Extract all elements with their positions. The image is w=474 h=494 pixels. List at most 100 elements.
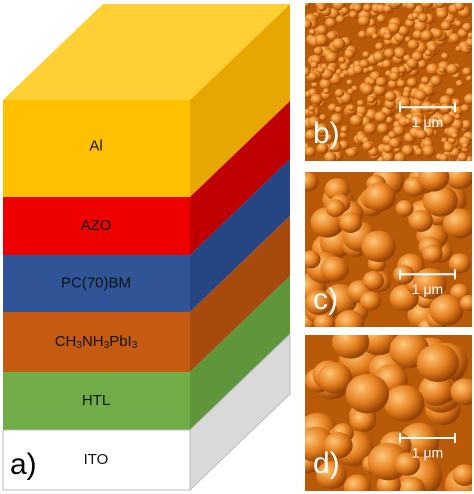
grain [444,172,472,190]
grain [436,8,448,20]
grain [414,90,427,101]
grain [461,142,469,149]
grain [439,153,449,161]
grain [454,113,461,120]
grain [394,152,406,161]
grain [398,65,407,74]
grain [376,14,387,23]
grain [345,373,390,414]
grain [396,79,406,88]
grain [319,78,332,90]
grain [339,131,348,139]
grain [305,172,319,192]
grain [383,48,395,59]
grain [376,123,389,135]
grain [401,144,415,157]
grain [349,408,376,433]
layer-side [190,216,290,372]
grain [439,103,451,114]
grain [317,362,352,394]
afm-texture [305,172,472,327]
grain [389,71,400,82]
grain [385,116,394,124]
grain [323,88,330,95]
grain [414,117,424,126]
grain [361,84,374,96]
grain [305,146,316,157]
grain [313,46,323,56]
grain [325,199,346,218]
scale-bar-label: 1 μm [412,445,443,461]
grain [335,106,343,114]
grain [366,95,376,104]
grain [305,19,313,30]
grain [412,30,424,40]
grain [420,30,433,42]
grain [406,77,418,88]
grain [330,113,343,125]
grain [445,87,456,97]
grain [375,76,387,87]
grain [411,11,420,20]
layer-side [190,159,290,312]
grain [439,95,452,107]
grain [340,126,349,134]
grain [323,432,353,459]
grain [371,33,379,40]
afm-images: 1 μm b) 1 μm c) 1 μm d) [305,3,472,491]
grain [406,58,419,69]
grain [405,3,417,11]
panel-label: a) [10,448,37,481]
grain [384,98,396,110]
grain [316,461,347,490]
grain [422,184,458,217]
grain [353,3,363,12]
grain [315,123,329,136]
grain [387,22,400,34]
grain [460,119,472,130]
grain [344,49,355,59]
layer-front [3,197,190,255]
grain [454,3,465,11]
grain [465,38,472,48]
grain [442,208,472,239]
grain [383,385,425,422]
grain [441,113,455,126]
grain [467,32,472,39]
grain [316,25,328,36]
grain [454,20,463,27]
grain [393,47,407,59]
layer-label: CH3NH3PbI3 [55,333,138,351]
grain [428,116,439,126]
grain [310,93,323,105]
grain [316,142,329,154]
grain [325,51,338,64]
grain [357,15,371,27]
layer-label: Al [89,137,102,154]
scale-bar-label: 1 μm [412,114,443,130]
grain [329,141,342,153]
grain [335,310,365,327]
layer-label: AZO [81,217,112,234]
grain [308,28,317,36]
grain [308,72,318,82]
grain [426,63,440,76]
grain [305,250,321,269]
grain [432,28,443,39]
grain [446,63,459,75]
grain [319,114,327,121]
grain [314,34,328,46]
grain [368,78,376,86]
grain [310,61,319,69]
grain [384,91,397,102]
grain [388,137,401,149]
grain [332,335,370,359]
grain [395,200,414,217]
grain [422,244,443,264]
grain [332,37,346,50]
grain [393,125,405,136]
grain [356,99,365,107]
grain [397,25,410,37]
layer-side [190,101,290,255]
